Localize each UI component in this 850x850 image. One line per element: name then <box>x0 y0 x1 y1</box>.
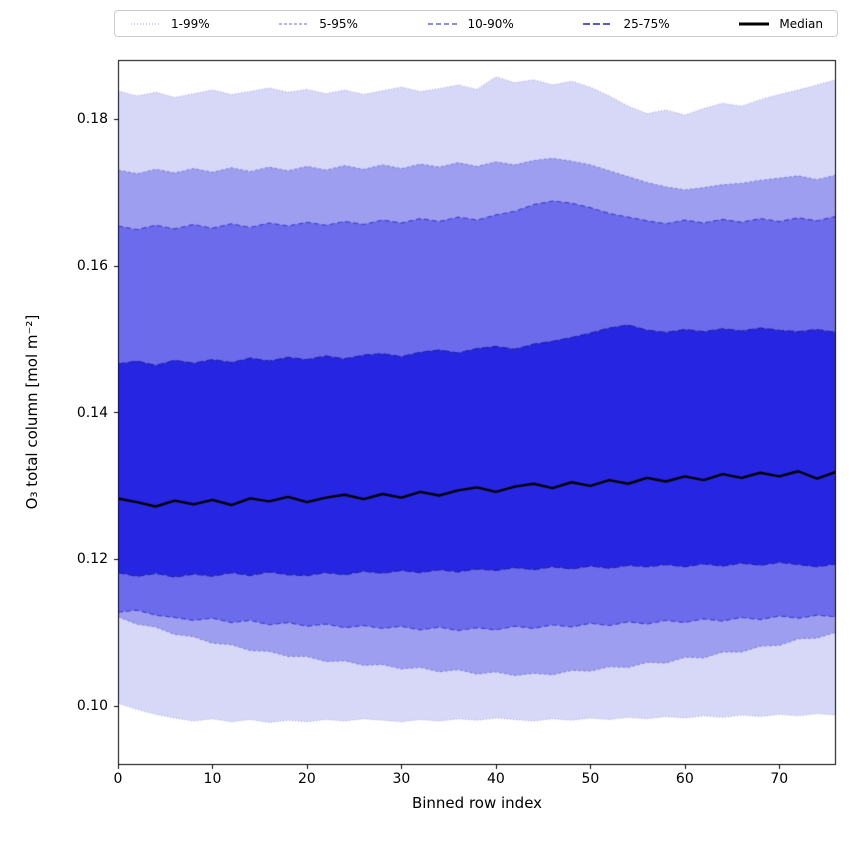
x-tick-label: 20 <box>298 771 316 787</box>
legend-item-1-99: 1-99% <box>129 18 210 30</box>
legend-item-median: Median <box>737 18 823 30</box>
x-tick-label: 10 <box>203 771 222 787</box>
legend-item-25-75: 25-75% <box>581 16 670 31</box>
x-tick-label: 40 <box>486 771 505 787</box>
legend-label-10-90: 10-90% <box>467 16 514 31</box>
y-tick-label: 0.10 <box>76 698 108 715</box>
x-tick-label: 60 <box>675 771 694 787</box>
x-tick-label: 0 <box>113 771 123 787</box>
legend: 1-99% 5-95% 10-90% 25-75% Median <box>114 10 838 37</box>
legend-label-1-99: 1-99% <box>171 16 210 31</box>
legend-item-10-90: 10-90% <box>426 18 514 30</box>
x-axis-label: Binned row index <box>411 794 543 812</box>
x-tick-label: 70 <box>770 771 789 787</box>
y-tick-label: 0.14 <box>76 404 108 421</box>
legend-label-median: Median <box>779 16 823 31</box>
legend-line-1-99-icon <box>131 22 161 25</box>
legend-label-25-75: 25-75% <box>623 16 670 31</box>
legend-line-median-icon <box>739 22 770 25</box>
legend-item-5-95: 5-95% <box>277 18 358 30</box>
legend-line-10-90-icon <box>427 22 458 25</box>
legend-line-25-75-icon <box>583 22 614 25</box>
y-axis-label: O₃ total column [mol m⁻²] <box>23 314 41 510</box>
y-tick-label: 0.12 <box>76 551 108 568</box>
x-tick-label: 30 <box>392 771 411 787</box>
legend-label-5-95: 5-95% <box>319 16 358 31</box>
legend-line-5-95-icon <box>279 22 310 25</box>
y-tick-label: 0.18 <box>76 110 108 127</box>
x-tick-label: 50 <box>581 771 600 787</box>
y-tick-label: 0.16 <box>76 257 108 274</box>
